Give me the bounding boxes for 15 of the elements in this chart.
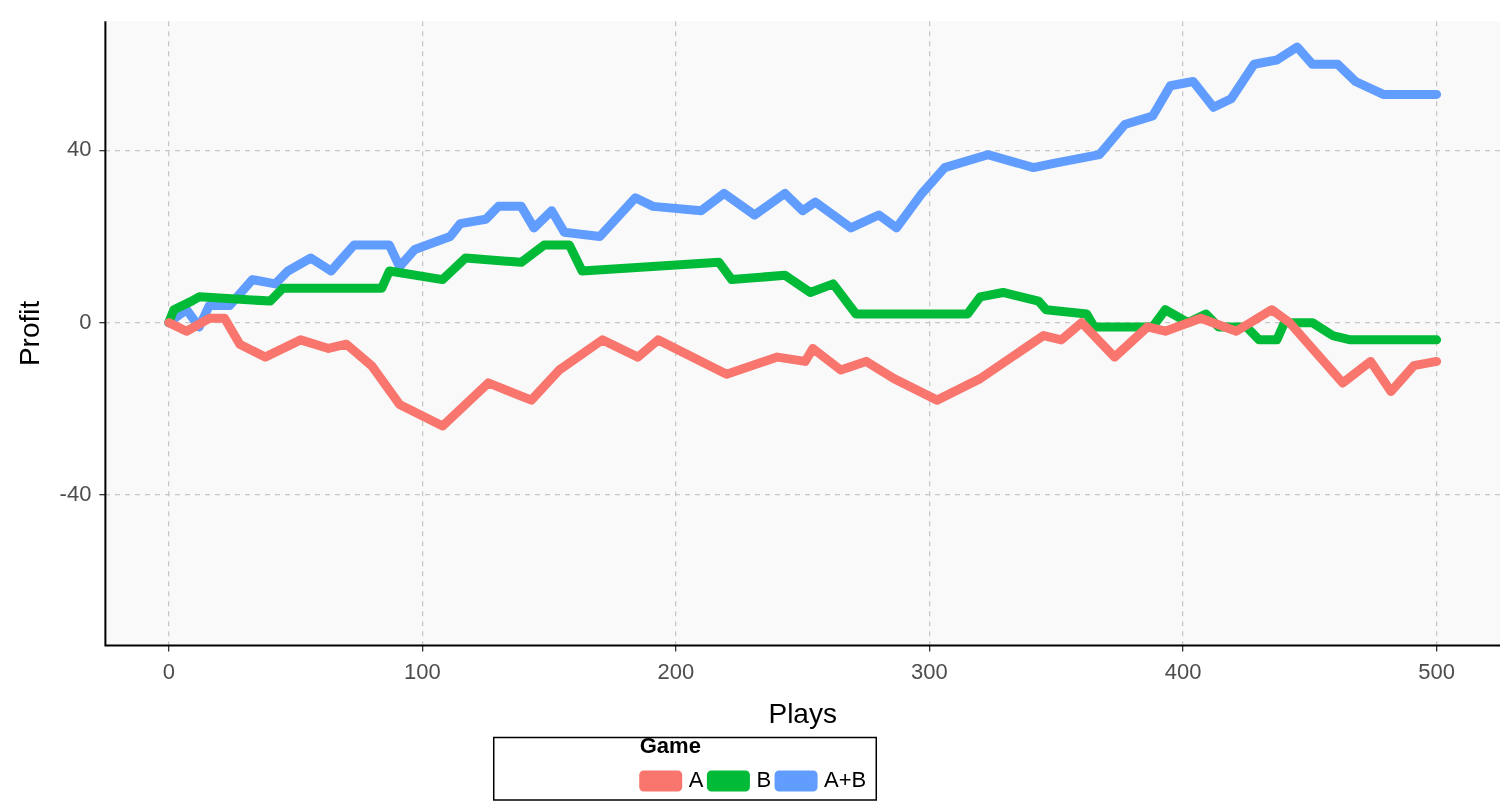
y-tick-label: 0 [79, 308, 92, 334]
x-tick-label: 200 [657, 658, 695, 684]
x-tick-label: 400 [1164, 658, 1202, 684]
x-tick-label: 300 [911, 658, 948, 684]
legend-label: B [756, 767, 772, 793]
x-axis-title: Plays [768, 697, 837, 729]
x-tick-label: 500 [1418, 658, 1455, 684]
legend-title: Game [639, 732, 701, 758]
legend-label: A+B [824, 767, 867, 793]
legend-label: A [688, 767, 704, 793]
x-tick-label: 0 [162, 658, 175, 684]
x-tick-label: 100 [403, 658, 441, 684]
y-tick-label: -40 [59, 480, 92, 506]
y-axis-title: Profit [13, 300, 45, 367]
y-tick-label: 40 [66, 136, 92, 162]
